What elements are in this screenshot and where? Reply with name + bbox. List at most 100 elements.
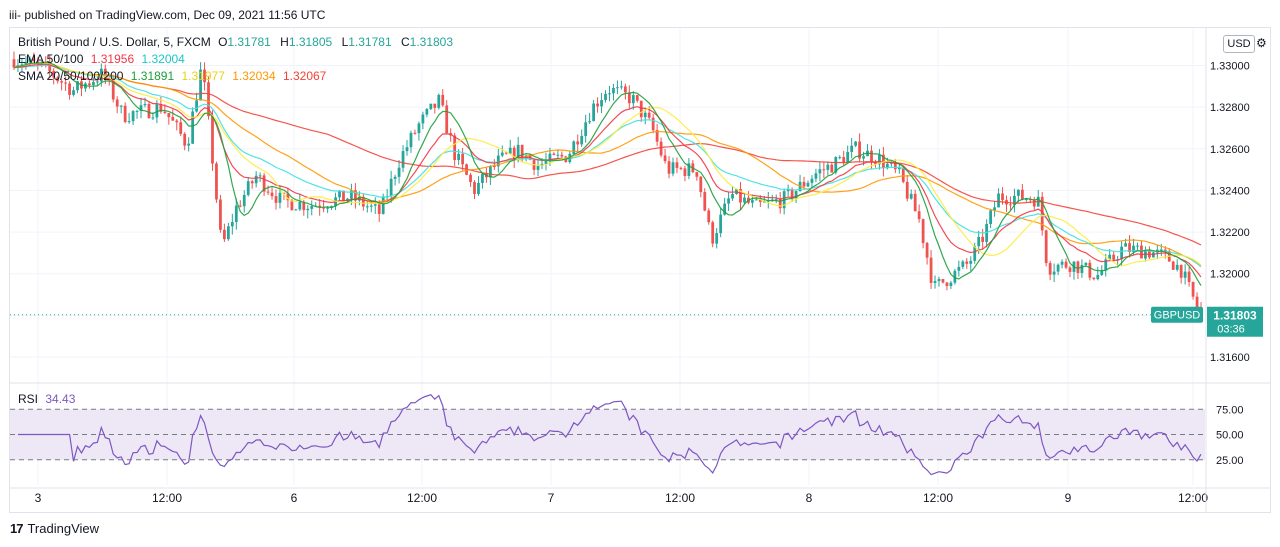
- rsi-series-line: [18, 394, 1202, 476]
- candle-body: [643, 112, 647, 118]
- symbol-legend: British Pound / U.S. Dollar, 5, FXCM O1.…: [18, 35, 459, 49]
- candle-body: [381, 196, 385, 214]
- candle-body: [445, 105, 449, 134]
- candle-body: [238, 205, 242, 207]
- candle-body: [437, 94, 441, 108]
- candle-body: [103, 68, 107, 79]
- candle-body: [671, 162, 675, 174]
- candle-body: [215, 163, 218, 200]
- candle-body: [1151, 252, 1155, 258]
- candle-body: [794, 191, 798, 199]
- candle-body: [786, 189, 790, 192]
- candle-body: [1187, 271, 1191, 283]
- candle-body: [743, 197, 746, 203]
- rsi-tick-label: 25.00: [1216, 455, 1244, 467]
- candle-body: [1068, 267, 1072, 272]
- time-tick-label: 7: [548, 491, 555, 505]
- candle-body: [647, 112, 651, 118]
- candle-body: [195, 100, 198, 112]
- candle-body: [639, 100, 643, 118]
- candle-body: [663, 155, 667, 162]
- candle-body: [993, 207, 996, 211]
- candle-body: [548, 153, 552, 161]
- candle-body: [508, 147, 512, 154]
- candle-body: [870, 150, 873, 163]
- candle-body: [627, 92, 631, 104]
- symbol-badge: [1151, 306, 1203, 323]
- ohlc-open-key: O: [218, 35, 228, 49]
- candle-body: [143, 103, 147, 106]
- candle-body: [850, 145, 854, 152]
- candle-body: [925, 242, 929, 258]
- candle-body: [477, 182, 480, 194]
- sma-legend: SMA 20/50/100/200 1.31891 1.31977 1.3203…: [18, 69, 330, 83]
- candle-body: [226, 226, 230, 240]
- ema100-value: 1.32004: [141, 52, 185, 66]
- candle-body: [1159, 249, 1163, 251]
- candle-body: [1171, 261, 1175, 270]
- candle-body: [266, 191, 270, 193]
- candle-body: [933, 281, 937, 283]
- ema50-value: 1.31956: [90, 52, 135, 66]
- axis-settings-icon[interactable]: ⚙: [1256, 36, 1267, 50]
- candle-body: [758, 199, 762, 202]
- candle-body: [56, 77, 60, 82]
- candle-body: [1088, 262, 1092, 278]
- candle-body: [246, 181, 250, 195]
- candle-body: [270, 192, 274, 197]
- candle-body: [373, 204, 377, 206]
- footer: 17 TradingView: [10, 521, 99, 536]
- candle-body: [60, 81, 64, 83]
- candle-body: [576, 141, 580, 145]
- time-tick-label: 12:00: [665, 491, 695, 505]
- candle-body: [889, 162, 893, 164]
- candle-body: [302, 201, 306, 211]
- candle-body: [715, 233, 719, 244]
- rsi-tick-label: 50.00: [1216, 430, 1244, 442]
- candle-body: [433, 103, 437, 108]
- time-tick-label: 12:00: [152, 491, 182, 505]
- candle-body: [28, 58, 32, 62]
- rsi-label: RSI: [18, 392, 39, 406]
- candle-body: [95, 81, 99, 83]
- candle-body: [492, 165, 496, 167]
- sma-label: SMA 20/50/100/200: [18, 69, 124, 83]
- candle-body: [326, 207, 330, 209]
- sma100-value: 1.32034: [232, 69, 276, 83]
- candle-body: [802, 181, 806, 187]
- candle-body: [282, 192, 286, 194]
- rsi-legend: RSI 34.43: [18, 392, 79, 406]
- candle-body: [1013, 195, 1016, 205]
- price-tick-label: 1.31600: [1210, 352, 1250, 364]
- candle-body: [941, 279, 945, 283]
- candle-body: [806, 182, 810, 187]
- candle-body: [885, 163, 889, 169]
- candle-body: [600, 100, 603, 107]
- candle-body: [957, 266, 961, 271]
- candle-body: [258, 175, 262, 177]
- candle-body: [774, 199, 778, 201]
- candle-body: [417, 123, 421, 134]
- candle-body: [1163, 249, 1167, 252]
- candle-body: [1195, 296, 1199, 308]
- candle-body: [306, 208, 310, 211]
- ema100-line: [13, 64, 1202, 268]
- candle-body: [965, 261, 969, 264]
- candle-body: [115, 99, 119, 107]
- candle-body: [897, 167, 901, 170]
- rsi-band: [10, 408, 1205, 461]
- candle-body: [286, 193, 290, 201]
- candle-body: [1124, 243, 1127, 247]
- ohlc-open: 1.31781: [227, 35, 271, 49]
- candle-body: [751, 200, 754, 203]
- rsi-tick-label: 75.00: [1216, 404, 1244, 416]
- currency-button[interactable]: USD: [1223, 35, 1255, 53]
- candle-body: [1044, 230, 1048, 264]
- candle-body: [294, 209, 298, 211]
- candle-body: [683, 168, 687, 176]
- candle-body: [504, 152, 508, 154]
- candle-body: [997, 193, 1000, 208]
- price-tick-label: 1.32200: [1210, 227, 1250, 239]
- ohlc-low: 1.31781: [348, 35, 392, 49]
